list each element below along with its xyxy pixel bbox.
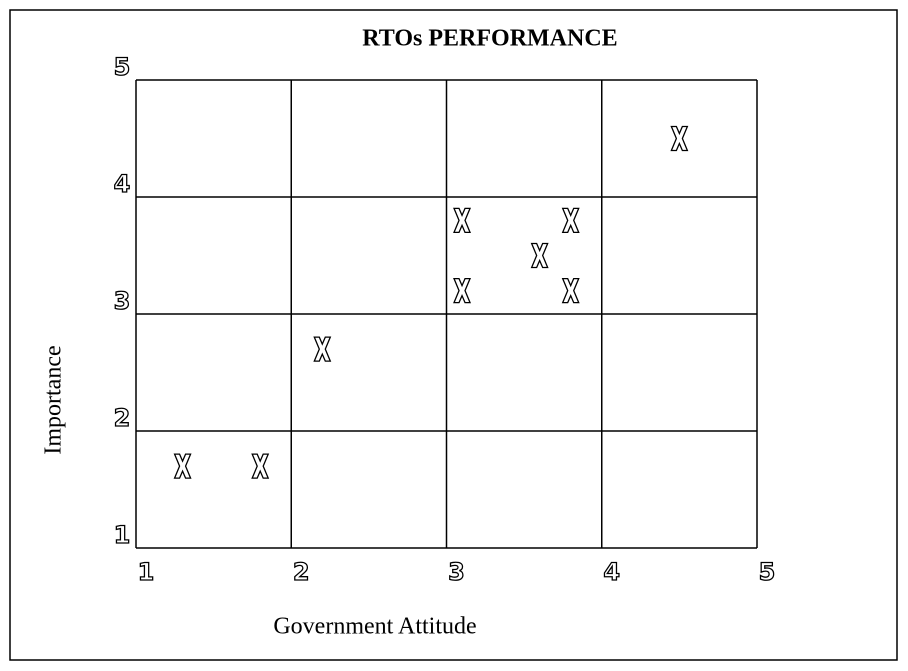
x-tick-label: 2 <box>293 558 310 586</box>
y-tick-label: 4 <box>114 170 131 198</box>
x-tick-label: 4 <box>603 558 620 586</box>
point <box>453 207 471 234</box>
y-tick-label: 2 <box>114 404 131 432</box>
y-tick-label: 5 <box>114 53 131 81</box>
point <box>313 336 332 362</box>
point <box>173 453 192 479</box>
point <box>561 207 580 234</box>
point <box>530 242 549 269</box>
x-tick-label: 5 <box>759 558 776 586</box>
frame <box>9 9 898 661</box>
point <box>670 125 689 152</box>
y-tick-label: 3 <box>114 287 131 315</box>
chart-title: RTOs PERFORMANCE <box>362 26 617 52</box>
x-tick-label: 1 <box>138 558 155 586</box>
x-tick-label: 3 <box>448 558 465 586</box>
point <box>561 277 580 304</box>
y-tick-label: 1 <box>114 521 131 549</box>
x-axis-label: Government Attitude <box>273 614 476 640</box>
point <box>251 453 270 479</box>
point <box>453 277 471 304</box>
y-axis-label: Importance <box>41 345 67 454</box>
